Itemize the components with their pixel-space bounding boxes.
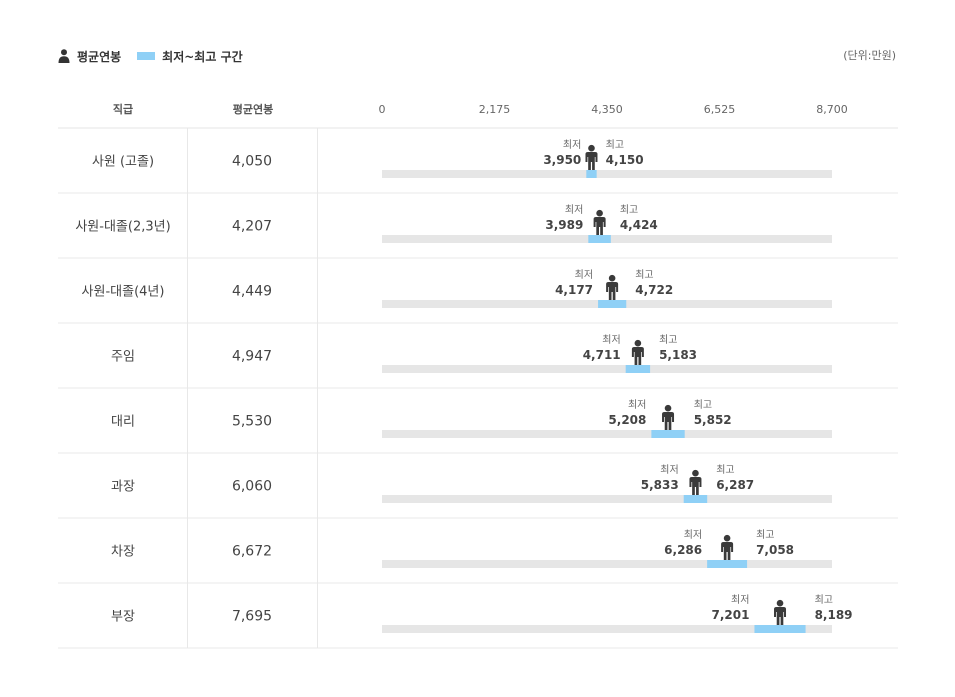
avg-person-marker — [585, 144, 598, 170]
range-track — [382, 365, 832, 373]
avg-salary-value: 4,207 — [232, 219, 272, 235]
min-label: 최저 — [575, 269, 593, 281]
avg-person-marker — [774, 599, 787, 625]
avg-person-marker — [662, 404, 675, 430]
x-tick-label: 0 — [379, 103, 386, 116]
min-value: 5,833 — [641, 478, 679, 492]
min-label: 최저 — [684, 529, 702, 541]
min-label: 최저 — [565, 204, 583, 216]
x-tick-label: 2,175 — [479, 103, 511, 116]
min-value: 6,286 — [664, 543, 702, 557]
range-track — [382, 625, 832, 633]
range-track — [382, 170, 832, 178]
min-value: 5,208 — [608, 413, 646, 427]
avg-salary-value: 7,695 — [232, 609, 272, 625]
max-label: 최고 — [659, 334, 677, 346]
unit-label: (단위:만원) — [843, 49, 896, 62]
x-tick-label: 8,700 — [816, 103, 848, 116]
avg-salary-value: 5,530 — [232, 414, 272, 430]
max-value: 4,424 — [620, 218, 658, 232]
salary-range-bar — [625, 365, 651, 373]
header-grade: 직급 — [112, 103, 134, 116]
max-label: 최고 — [635, 269, 653, 281]
max-value: 8,189 — [815, 608, 853, 622]
avg-salary-value: 4,947 — [232, 349, 272, 365]
avg-salary-value: 4,050 — [232, 154, 272, 170]
min-value: 3,950 — [543, 153, 581, 167]
avg-person-marker — [606, 274, 619, 300]
avg-person-marker — [631, 339, 644, 365]
salary-range-bar — [588, 235, 611, 243]
max-value: 4,150 — [606, 153, 644, 167]
grade-label: 차장 — [111, 545, 135, 560]
x-tick-label: 4,350 — [591, 103, 623, 116]
avg-salary-value: 4,449 — [232, 284, 272, 300]
range-track — [382, 560, 832, 568]
max-label: 최고 — [756, 529, 774, 541]
avg-person-marker — [721, 534, 734, 560]
legend-avg-label: 평균연봉 — [77, 49, 122, 64]
grade-label: 대리 — [111, 415, 135, 430]
max-label: 최고 — [815, 594, 833, 606]
grade-label: 과장 — [111, 480, 135, 495]
x-tick-label: 6,525 — [704, 103, 736, 116]
salary-range-bar — [651, 430, 685, 438]
avg-person-marker — [593, 209, 606, 235]
min-value: 4,711 — [583, 348, 621, 362]
legend-range-swatch — [137, 52, 156, 60]
chart-legend: 평균연봉 최저~최고 구간 — [58, 46, 243, 66]
min-value: 3,989 — [545, 218, 583, 232]
grade-label: 부장 — [111, 610, 135, 625]
max-value: 4,722 — [635, 283, 673, 297]
min-label: 최저 — [563, 139, 581, 151]
avg-person-marker — [689, 469, 702, 495]
salary-range-bar — [683, 495, 708, 503]
min-value: 4,177 — [555, 283, 593, 297]
max-value: 5,183 — [659, 348, 697, 362]
max-value: 7,058 — [756, 543, 794, 557]
grade-label: 사원 (고졸) — [92, 155, 154, 170]
grade-label: 주임 — [111, 350, 135, 365]
max-label: 최고 — [694, 399, 712, 411]
avg-salary-value: 6,672 — [232, 544, 272, 560]
range-track — [382, 495, 832, 503]
max-value: 6,287 — [716, 478, 754, 492]
grade-label: 사원-대졸(2,3년) — [75, 220, 170, 235]
salary-range-bar — [586, 170, 597, 178]
min-label: 최저 — [660, 464, 678, 476]
salary-range-bar — [598, 300, 627, 308]
max-label: 최고 — [606, 139, 624, 151]
header-avg: 평균연봉 — [232, 103, 274, 116]
person-icon — [58, 49, 70, 63]
min-label: 최저 — [602, 334, 620, 346]
max-value: 5,852 — [694, 413, 732, 427]
avg-salary-value: 6,060 — [232, 479, 272, 495]
salary-range-bar — [754, 625, 806, 633]
min-value: 7,201 — [711, 608, 749, 622]
grade-label: 사원-대졸(4년) — [82, 285, 165, 300]
min-label: 최저 — [628, 399, 646, 411]
max-label: 최고 — [716, 464, 734, 476]
min-label: 최저 — [731, 594, 749, 606]
salary-range-bar — [707, 560, 748, 568]
max-label: 최고 — [620, 204, 638, 216]
range-track — [382, 430, 832, 438]
legend-range-label: 최저~최고 구간 — [162, 49, 243, 64]
